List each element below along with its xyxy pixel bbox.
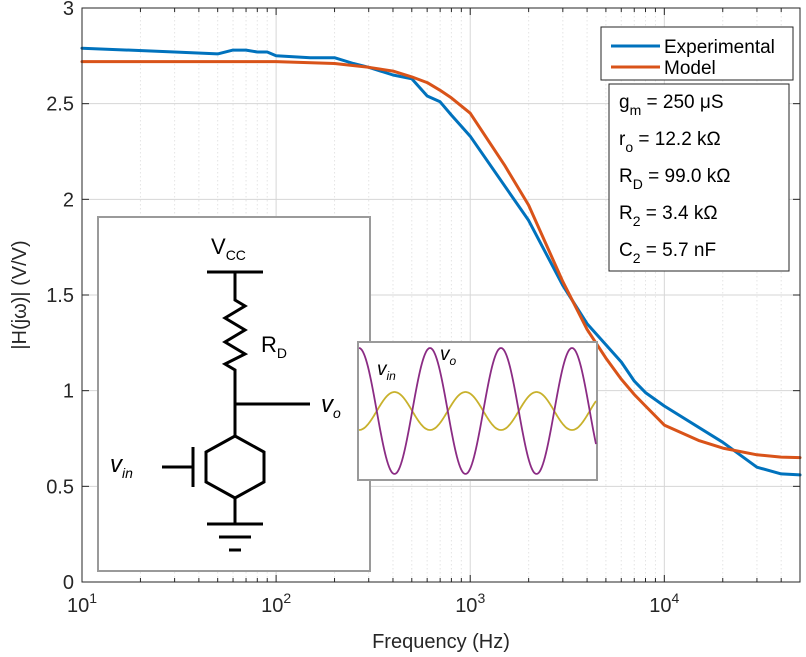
legend-box	[600, 26, 794, 81]
parameter-rd: RD = 99.0 kΩ	[619, 166, 730, 192]
waveform-vin-label: vin	[377, 359, 396, 383]
legend-label-model: Model	[664, 58, 716, 79]
parameter-ro: ro = 12.2 kΩ	[619, 129, 721, 155]
vin-label: vin	[110, 451, 133, 481]
y-tick-label: 2.5	[46, 94, 74, 116]
y-tick-label: 1.5	[46, 285, 74, 307]
y-tick-label: 2	[63, 189, 74, 211]
parameter-box-frame	[608, 83, 790, 272]
y-axis-label: |H(jω)| (V/V)	[9, 240, 31, 349]
resistor-rd	[221, 272, 249, 404]
series-line-model	[80, 60, 802, 460]
waveform-inset-frame	[357, 341, 598, 481]
waveform-vin	[358, 391, 597, 431]
x-tick-label: 102	[261, 590, 291, 617]
series-lines	[80, 46, 802, 477]
parameter-r2: R2 = 3.4 kΩ	[619, 203, 718, 229]
parameter-box: gm = 250 μS ro = 12.2 kΩ RD = 99.0 kΩ R2 = …	[608, 83, 790, 272]
rd-label: RD	[261, 332, 287, 361]
axes: 0 0.5 1 1.5 2 2.5 3 101 102 103 104	[46, 0, 801, 617]
circuit-inset: VCC RD vo vin	[97, 216, 371, 572]
parameter-c2: C2 = 5.7 nF	[619, 240, 716, 266]
y-tick-label: 0	[63, 572, 74, 594]
parameter-gm: gm = 250 μS	[619, 92, 724, 118]
vo-label: vo	[321, 391, 341, 421]
waveform-vo	[358, 347, 597, 475]
waveform-vo-label: vo	[440, 344, 457, 368]
x-tick-label: 104	[649, 590, 679, 617]
y-tick-label: 1	[63, 381, 74, 403]
vcc-label: VCC	[211, 234, 246, 263]
legend-label-experimental: Experimental	[664, 37, 775, 58]
waveform-inset: vin vo	[357, 341, 598, 481]
y-tick-label: 0.5	[46, 476, 74, 498]
series-line-experimental	[80, 46, 802, 477]
parameter-list: gm = 250 μS ro = 12.2 kΩ RD = 99.0 kΩ R2 = …	[619, 92, 730, 266]
y-tick-label: 3	[63, 0, 74, 20]
x-axis-label: Frequency (Hz)	[372, 631, 510, 653]
legend: Experimental Model	[600, 26, 794, 81]
x-tick-label: 101	[67, 590, 97, 617]
x-tick-label: 103	[455, 590, 485, 617]
